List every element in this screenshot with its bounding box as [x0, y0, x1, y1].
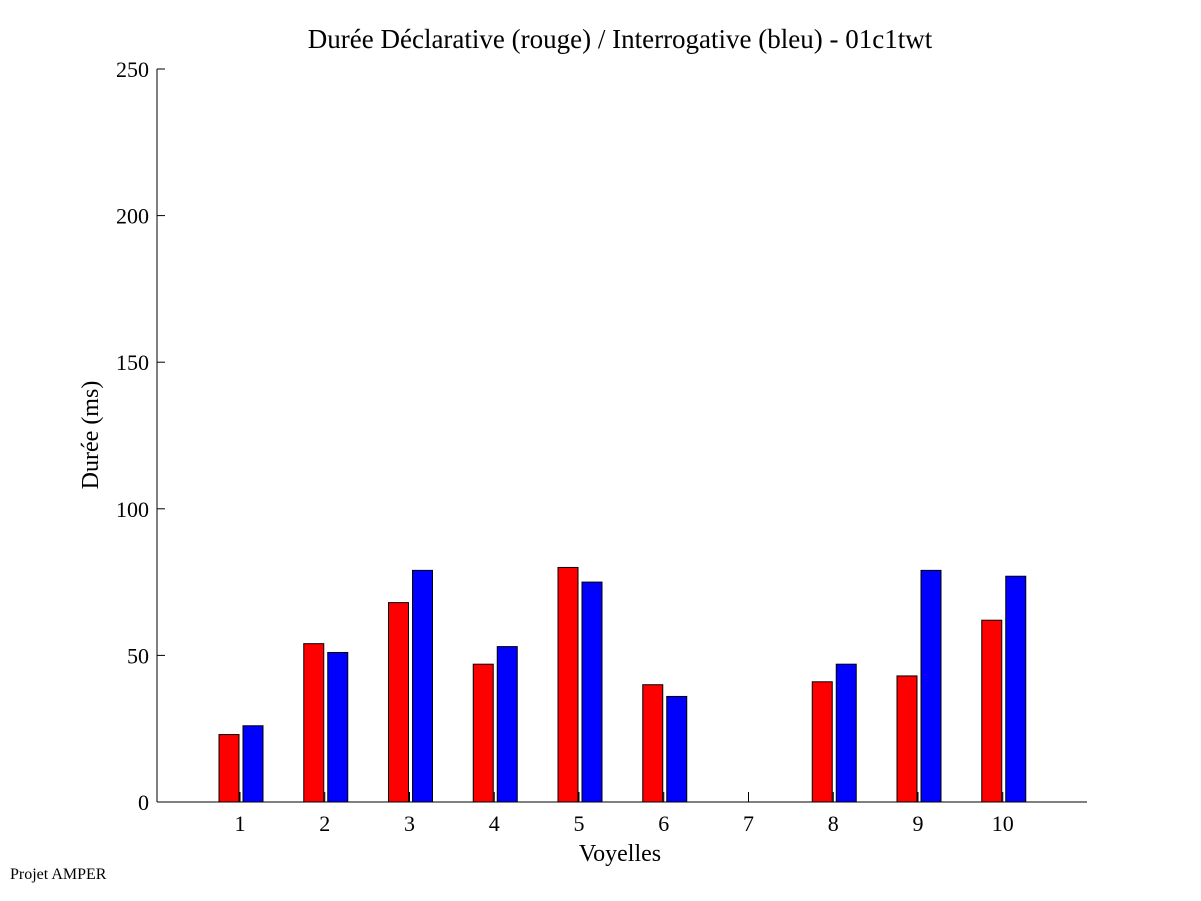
bar-blue-4 [496, 646, 518, 803]
bar-red-10 [981, 619, 1003, 803]
bar-blue-3 [412, 569, 433, 803]
bar-blue-8 [835, 663, 857, 803]
chart-title: Durée Déclarative (rouge) / Interrogativ… [308, 24, 933, 54]
bar-blue-10 [1005, 575, 1027, 803]
x-tick-label: 5 [574, 811, 585, 836]
bar-blue-9 [920, 569, 942, 803]
bar-blue-5 [581, 581, 603, 803]
y-ticks-group: 0 50 100 150 200 250 [116, 57, 165, 815]
bar-red-3 [388, 602, 409, 803]
bar-blue-2 [327, 651, 349, 803]
x-ticks-group: 1 2 3 4 5 6 7 8 9 10 [235, 792, 1014, 836]
x-tick-label: 8 [828, 811, 839, 836]
y-tick-label: 150 [116, 350, 149, 375]
y-tick-label: 0 [138, 790, 149, 815]
x-tick-label: 10 [992, 811, 1014, 836]
y-axis-label: Durée (ms) [78, 381, 104, 490]
x-tick-label: 9 [913, 811, 924, 836]
bar-red-9 [896, 675, 918, 803]
x-axis-label: Voyelles [579, 841, 661, 867]
bar-red-5 [557, 566, 579, 803]
y-tick-label: 50 [127, 643, 149, 668]
bar-red-4 [472, 663, 494, 803]
bars-group [218, 566, 1027, 803]
x-tick-label: 6 [658, 811, 669, 836]
bar-red-1 [218, 734, 240, 803]
bar-red-8 [811, 681, 833, 803]
y-tick-label: 200 [116, 204, 149, 229]
x-tick-label: 1 [235, 811, 246, 836]
axes [156, 69, 1087, 803]
footer-text: Projet AMPER [10, 866, 107, 883]
bar-red-6 [642, 684, 664, 803]
x-tick-label: 2 [319, 811, 330, 836]
bar-blue-6 [666, 695, 688, 803]
x-tick-label: 3 [404, 811, 415, 836]
bar-red-2 [303, 643, 325, 803]
x-tick-label: 7 [743, 811, 754, 836]
y-tick-label: 100 [116, 497, 149, 522]
bar-blue-1 [242, 725, 264, 803]
y-tick-label: 250 [116, 57, 149, 82]
x-tick-label: 4 [489, 811, 500, 836]
